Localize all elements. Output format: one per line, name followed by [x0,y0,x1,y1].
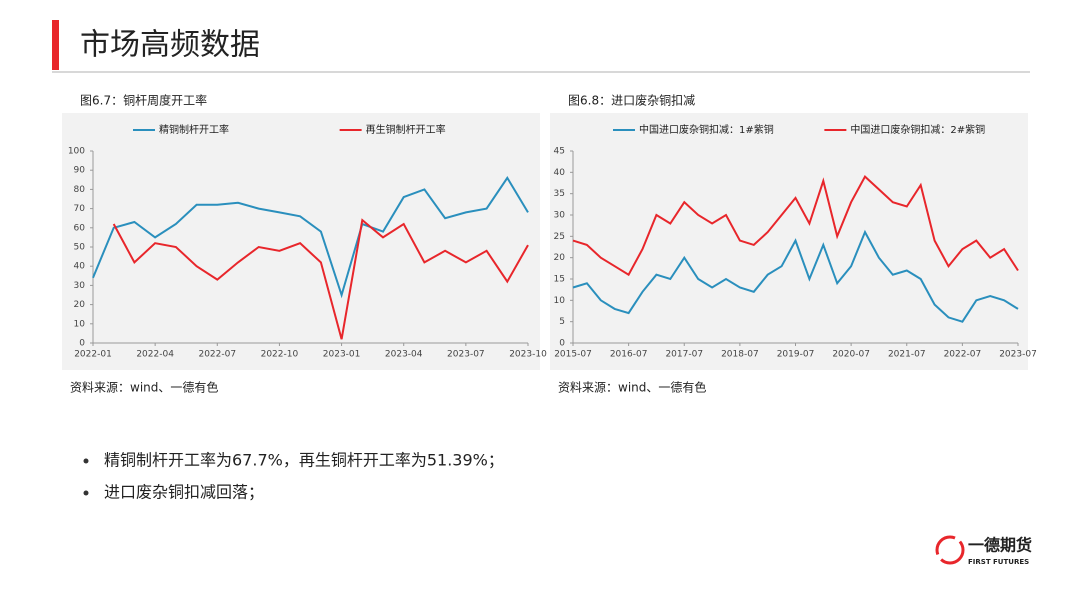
y-tick-label: 30 [74,281,86,291]
logo-icon [935,535,965,565]
y-tick-label: 70 [74,204,86,214]
x-tick-label: 2023-04 [385,350,423,360]
y-tick-label: 5 [559,317,565,327]
chart-caption: 图6.8：进口废杂铜扣减 [568,93,695,108]
title-accent [52,20,59,70]
bullet-text: 精铜制杆开工率为67.7%，再生铜杆开工率为51.39%； [104,451,504,470]
bullet-text: 进口废杂铜扣减回落； [104,483,264,502]
x-tick-label: 2022-07 [944,350,982,360]
y-tick-label: 35 [554,189,565,199]
y-tick-label: 40 [554,168,566,178]
data-line [572,174,1019,277]
x-tick-label: 2018-07 [721,350,759,360]
chart-source: 资料来源：wind、一德有色 [70,380,218,395]
logo: 一德期货 FIRST FUTURES [935,535,1032,566]
chart-caption: 图6.7：铜杆周度开工率 [80,93,207,108]
x-tick-label: 2017-07 [665,350,703,360]
y-tick-label: 45 [554,147,565,157]
y-tick-label: 90 [74,166,86,176]
y-tick-label: 20 [74,300,86,310]
logo-subtitle: FIRST FUTURES [968,558,1029,566]
x-tick-label: 2022-07 [198,350,236,360]
slide-title: 市场高频数据 [80,28,260,63]
x-tick-label: 2015-07 [554,350,592,360]
legend-label: 再生铜制杆开工率 [366,123,446,136]
x-tick-label: 2023-01 [323,350,361,360]
y-tick-label: 40 [74,262,86,272]
y-tick-label: 10 [554,296,566,306]
logo-name: 一德期货 [968,536,1032,555]
y-tick-label: 20 [554,253,566,263]
x-tick-label: 2023-07 [447,350,485,360]
legend-label: 精铜制杆开工率 [159,123,229,136]
y-tick-label: 30 [554,211,566,221]
data-line [112,218,529,340]
legend-label: 中国进口废杂铜扣减：1#紫铜 [639,123,774,136]
y-tick-label: 60 [74,223,86,233]
y-tick-label: 0 [559,339,565,349]
data-line [572,229,1019,323]
y-tick-label: 25 [554,232,565,242]
bullet-dot [83,458,89,464]
x-tick-label: 2022-10 [261,350,299,360]
y-tick-label: 15 [554,275,565,285]
chart-background [550,113,1028,370]
x-tick-label: 2023-07 [999,350,1037,360]
y-tick-label: 80 [74,185,86,195]
x-tick-label: 2021-07 [888,350,926,360]
chart-source: 资料来源：wind、一德有色 [558,380,706,395]
x-tick-label: 2022-04 [136,350,174,360]
y-tick-label: 50 [74,243,86,253]
y-tick-label: 10 [74,319,86,329]
x-tick-label: 2023-10 [509,350,547,360]
x-tick-label: 2019-07 [777,350,815,360]
y-tick-label: 0 [79,339,85,349]
x-tick-label: 2020-07 [832,350,870,360]
legend-label: 中国进口废杂铜扣减：2#紫铜 [850,123,985,136]
x-tick-label: 2022-01 [74,350,112,360]
y-tick-label: 100 [68,147,85,157]
bullet-dot [83,490,89,496]
x-tick-label: 2016-07 [610,350,648,360]
chart-background [62,113,540,370]
data-line [92,176,529,299]
